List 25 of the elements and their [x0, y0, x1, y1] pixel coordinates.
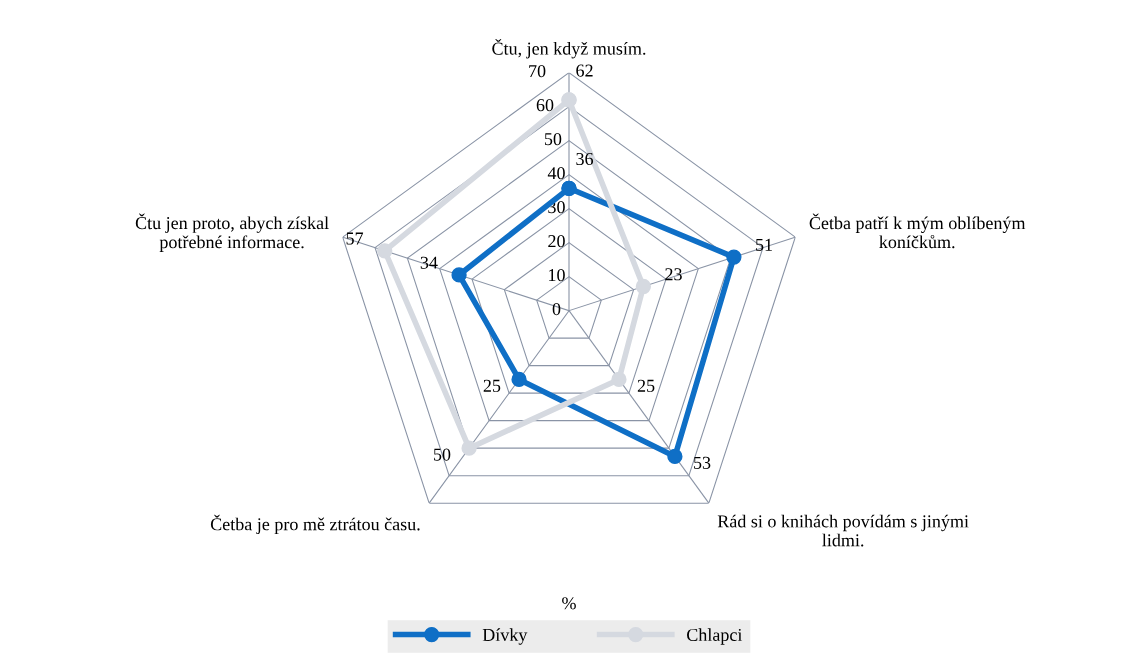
data-label: 25 — [483, 379, 501, 392]
y-tick-label: 10 — [549, 269, 565, 282]
spoke-label: Rád si o knihách povídám s jinými lidmi. — [717, 514, 969, 547]
data-label: 50 — [433, 448, 451, 461]
spoke-label: Četba patří k mým oblíbeným koníčkům. — [809, 213, 1026, 249]
y-tick-label: 70 — [529, 65, 546, 78]
data-label: 51 — [756, 238, 772, 251]
spoke-label: Čtu, jen když musím. — [492, 39, 646, 59]
data-label: 57 — [346, 232, 364, 245]
spoke-label: Četba je pro mě ztrátou času. — [210, 514, 420, 535]
y-tick-label: 50 — [544, 133, 562, 146]
legend-label: Chlapci — [687, 628, 743, 645]
data-label: 62 — [576, 64, 593, 77]
y-tick-label: 40 — [547, 167, 565, 180]
data-label: 53 — [694, 456, 711, 469]
data-label: 34 — [420, 256, 438, 269]
legend-label: Dívky — [482, 628, 528, 645]
data-label: 25 — [637, 379, 655, 392]
data-label: 23 — [665, 268, 682, 281]
y-tick-label: 0 — [552, 303, 561, 316]
y-tick-label: 20 — [548, 235, 565, 248]
data-label: 36 — [576, 152, 594, 166]
y-tick-label: 60 — [536, 99, 554, 112]
spoke-label: Čtu jen proto, abych získal potřebné informace. — [135, 213, 329, 252]
text: % — [562, 597, 576, 610]
